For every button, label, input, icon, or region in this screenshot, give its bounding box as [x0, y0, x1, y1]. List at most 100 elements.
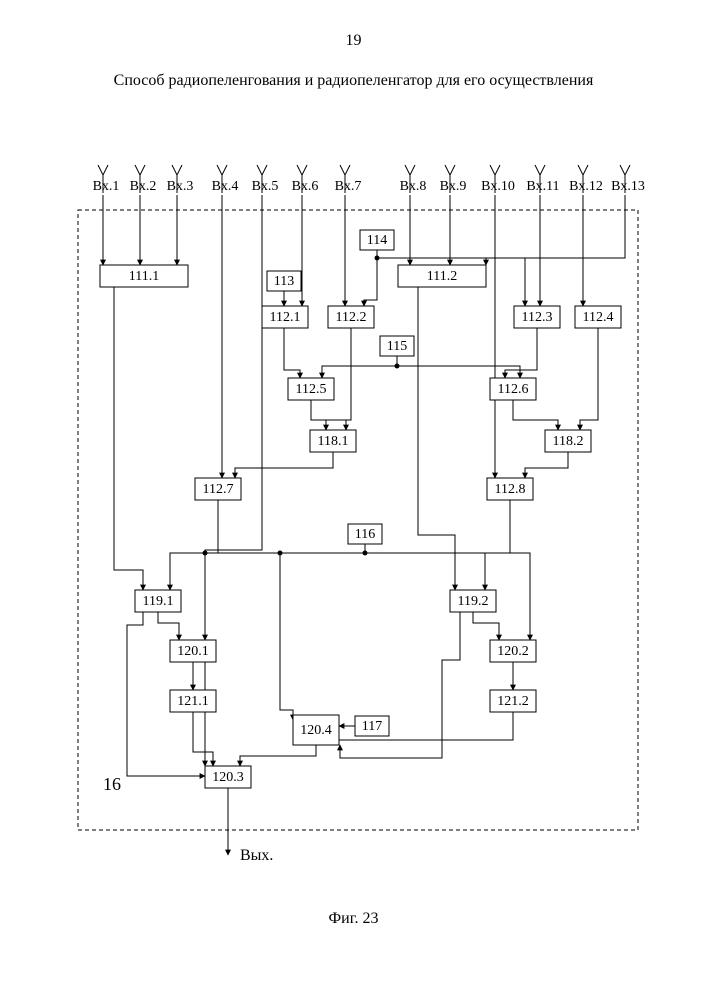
edge: [280, 553, 293, 720]
node-label: 113: [274, 274, 294, 289]
node-n119_2: 119.2: [450, 590, 496, 612]
input-in4: Вх.4: [212, 165, 239, 194]
edge: [240, 745, 316, 766]
edge: [473, 612, 499, 640]
node-label: 112.1: [270, 310, 301, 325]
node-label: 118.1: [318, 434, 349, 449]
edge: [505, 328, 537, 378]
node-n120_2: 120.2: [490, 640, 536, 662]
node-n112_1: 112.1: [262, 306, 308, 328]
input-label: Вх.7: [335, 179, 362, 194]
input-in2: Вх.2: [130, 165, 157, 194]
edge: [525, 452, 568, 478]
node-n112_8: 112.8: [487, 478, 533, 500]
edge: [193, 712, 213, 766]
input-in8: Вх.8: [400, 165, 427, 194]
input-label: Вх.5: [252, 179, 279, 194]
junction-dot: [363, 551, 368, 556]
node-n116: 116: [348, 524, 382, 544]
input-in13: Вх.13: [611, 165, 645, 194]
input-label: Вх.12: [569, 179, 603, 194]
node-label: 120.1: [177, 644, 209, 659]
node-label: 112.2: [336, 310, 367, 325]
input-label: Вх.3: [167, 179, 194, 194]
node-n117: 117: [355, 716, 389, 736]
edge: [114, 287, 143, 590]
input-label: Вх.6: [292, 179, 319, 194]
diagram: Вх.1 Вх.2 Вх.3 Вх.4 Вх.5 Вх.6 Вх.7 Вх.8 Вх.9 Вх.1…: [0, 0, 707, 1000]
node-n120_3: 120.3: [205, 766, 251, 788]
node-n112_5: 112.5: [288, 378, 334, 400]
node-label: 112.3: [522, 310, 553, 325]
edge: [311, 400, 346, 430]
edge: [365, 553, 530, 640]
node-label: 119.1: [143, 594, 174, 609]
node-label: 115: [387, 339, 407, 354]
node-n120_4: 120.4: [293, 715, 339, 745]
edge: [158, 612, 179, 640]
node-label: 112.6: [498, 382, 529, 397]
node-label: 120.3: [212, 770, 244, 785]
junction-dot: [203, 551, 208, 556]
input-label: Вх.13: [611, 179, 645, 194]
node-n111_2: 111.2: [398, 265, 486, 287]
node-label: 112.7: [203, 482, 234, 497]
input-in5: Вх.5: [252, 165, 279, 194]
edge: [284, 328, 300, 378]
input-in11: Вх.11: [526, 165, 559, 194]
node-n121_2: 121.2: [490, 690, 536, 712]
node-n112_2: 112.2: [328, 306, 374, 328]
input-in9: Вх.9: [440, 165, 467, 194]
edge: [322, 366, 397, 378]
node-label: 117: [362, 719, 382, 734]
node-label: 121.2: [497, 694, 529, 709]
node-label: 121.1: [177, 694, 209, 709]
node-n118_1: 118.1: [310, 430, 356, 452]
output-label: Вых.: [240, 847, 273, 864]
edge: [485, 500, 510, 590]
node-n112_6: 112.6: [490, 378, 536, 400]
input-label: Вх.1: [93, 179, 120, 194]
module-box: [78, 210, 638, 830]
input-label: Вх.10: [481, 179, 515, 194]
edge: [486, 195, 625, 265]
node-label: 120.2: [497, 644, 529, 659]
input-in1: Вх.1: [93, 165, 120, 194]
edge: [320, 712, 513, 745]
edge: [235, 452, 333, 478]
node-label: 118.2: [553, 434, 584, 449]
input-label: Вх.8: [400, 179, 427, 194]
input-in12: Вх.12: [569, 165, 603, 194]
input-label: Вх.11: [526, 179, 559, 194]
input-in7: Вх.7: [335, 165, 362, 194]
module-id: 16: [103, 774, 121, 794]
input-label: Вх.9: [440, 179, 467, 194]
node-label: 120.4: [300, 723, 332, 738]
node-label: 112.4: [583, 310, 614, 325]
input-label: Вх.4: [212, 179, 239, 194]
node-label: 114: [367, 233, 387, 248]
node-n114: 114: [360, 230, 394, 250]
node-n112_3: 112.3: [514, 306, 560, 328]
node-n118_2: 118.2: [545, 430, 591, 452]
edge: [170, 500, 218, 590]
node-n112_4: 112.4: [575, 306, 621, 328]
junction-dot: [375, 256, 380, 261]
node-n112_7: 112.7: [195, 478, 241, 500]
edge: [364, 258, 377, 306]
node-n121_1: 121.1: [170, 690, 216, 712]
input-in6: Вх.6: [292, 165, 319, 194]
node-n119_1: 119.1: [135, 590, 181, 612]
node-label: 112.5: [296, 382, 327, 397]
input-label: Вх.2: [130, 179, 157, 194]
node-n115: 115: [380, 336, 414, 356]
input-in3: Вх.3: [167, 165, 194, 194]
junction-dot: [395, 364, 400, 369]
node-label: 116: [355, 527, 375, 542]
node-n113: 113: [267, 271, 301, 291]
edge: [397, 366, 520, 378]
node-n120_1: 120.1: [170, 640, 216, 662]
edge: [513, 400, 558, 430]
input-in10: Вх.10: [481, 165, 515, 194]
node-label: 119.2: [458, 594, 489, 609]
